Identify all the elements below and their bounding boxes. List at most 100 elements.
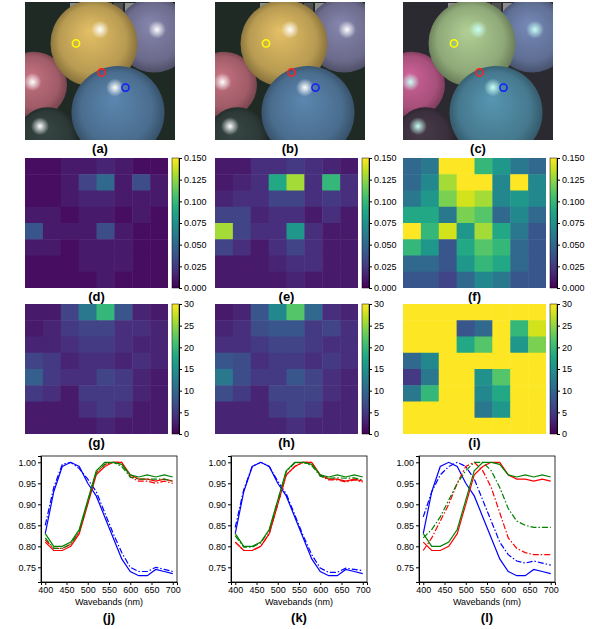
tick-mark: [179, 201, 182, 202]
heatmap-cell: [97, 256, 115, 273]
heatmap-cell: [287, 418, 305, 434]
heatmap-cell: [269, 369, 287, 386]
heatmap-cell: [233, 207, 251, 224]
heatmap-cell: [528, 223, 546, 240]
tick-label: 0.000: [374, 283, 397, 293]
heatmap-cell: [25, 402, 43, 419]
tick: 20: [179, 343, 194, 353]
tick-label: 0: [184, 429, 189, 439]
tick-label: 0.025: [374, 262, 397, 272]
tick-mark: [557, 347, 560, 348]
tick: 0.75: [396, 563, 419, 573]
heatmap-cell: [304, 207, 322, 224]
tick: 400: [228, 582, 243, 595]
heatmap-cell: [403, 272, 421, 288]
tick-label: 0.100: [374, 197, 397, 207]
colorbar-axis: 0.0000.0250.0500.0750.1000.1250.150: [557, 153, 585, 293]
heatmap-cell: [457, 223, 475, 240]
tick: 0.75: [18, 563, 41, 573]
heatmap-cell: [403, 239, 421, 256]
heatmap-cell: [322, 239, 340, 256]
tick-label: 700: [356, 585, 371, 595]
heatmap-cell: [304, 223, 322, 240]
heatmap-cell: [61, 191, 79, 208]
tick-mark: [179, 266, 182, 267]
heatmap-cell: [79, 418, 97, 434]
tick: 550: [292, 582, 307, 595]
heatmap-cell: [215, 369, 233, 386]
tick-mark: [38, 546, 41, 547]
heatmap-cell: [61, 207, 79, 224]
heatmap-cell: [215, 272, 233, 288]
heatmap-cell: [132, 320, 150, 337]
heatmap-cell: [492, 174, 510, 191]
heatmap-cell: [114, 353, 132, 370]
heatmap-cell: [492, 320, 510, 337]
tick: 650: [522, 582, 537, 595]
tick: 0.100: [369, 197, 397, 207]
heatmap-cell: [340, 207, 358, 224]
heatmap-cell: [25, 158, 43, 175]
tick-label: 1.00: [396, 458, 414, 468]
tick: 0.150: [179, 153, 207, 163]
heatmap-cell: [457, 239, 475, 256]
heatmap-cell: [233, 385, 251, 402]
heatmap-cell: [287, 402, 305, 419]
heatmap-cell: [492, 385, 510, 402]
tick-mark: [179, 223, 182, 224]
tick-label: 5: [184, 408, 189, 418]
tick: 550: [480, 582, 495, 595]
tick-mark: [557, 245, 560, 246]
heatmap-cell: [97, 174, 115, 191]
heatmap-cell: [510, 402, 528, 419]
tick-mark: [228, 483, 231, 484]
tick: 30: [369, 299, 384, 309]
balloon: [215, 107, 268, 140]
heatmap-cell: [79, 158, 97, 175]
heatmap-cell: [510, 223, 528, 240]
tick-label: 0.075: [184, 218, 207, 228]
heatmap-cell: [340, 158, 358, 175]
heatmap-cell: [340, 191, 358, 208]
heatmap-cell: [475, 304, 493, 321]
tick-mark: [179, 158, 182, 159]
tick-label: 20: [184, 343, 194, 353]
heatmap-cell: [421, 223, 439, 240]
heatmap-cell: [510, 418, 528, 434]
heatmap-cell: [25, 304, 43, 321]
tick-mark: [38, 462, 41, 463]
heatmap-cell: [304, 353, 322, 370]
tick-label: 0.85: [18, 521, 36, 531]
tick-mark: [369, 180, 372, 181]
tick-label: 25: [184, 321, 194, 331]
heatmap-cell: [233, 256, 251, 273]
specular-highlight: [526, 21, 544, 39]
tick-label: 600: [123, 585, 138, 595]
heatmap-cell: [421, 402, 439, 419]
tick-label: 0.95: [18, 479, 36, 489]
tick: 15: [369, 364, 384, 374]
heatmap-cell: [150, 174, 168, 191]
heatmap-cell: [439, 256, 457, 273]
tick-mark: [557, 223, 560, 224]
heatmap-cell: [114, 174, 132, 191]
tick-label: 500: [81, 585, 96, 595]
panel-label: (d): [88, 289, 105, 304]
tick-mark: [228, 546, 231, 547]
heatmap-cell: [150, 418, 168, 434]
heatmap-cell: [510, 337, 528, 354]
heatmap-cell: [287, 239, 305, 256]
heatmap-cell: [403, 369, 421, 386]
heatmap-cell: [439, 353, 457, 370]
tick: 1.00: [208, 458, 231, 468]
heatmap-cell: [304, 158, 322, 175]
tick-label: 700: [166, 585, 181, 595]
tick: 30: [179, 299, 194, 309]
tick-label: 500: [459, 585, 474, 595]
heatmap-cell: [25, 256, 43, 273]
tick-label: 10: [374, 386, 384, 396]
tick-label: 450: [249, 585, 264, 595]
heatmap-cell: [97, 191, 115, 208]
series-line: [235, 462, 363, 572]
heatmap-cell: [150, 158, 168, 175]
